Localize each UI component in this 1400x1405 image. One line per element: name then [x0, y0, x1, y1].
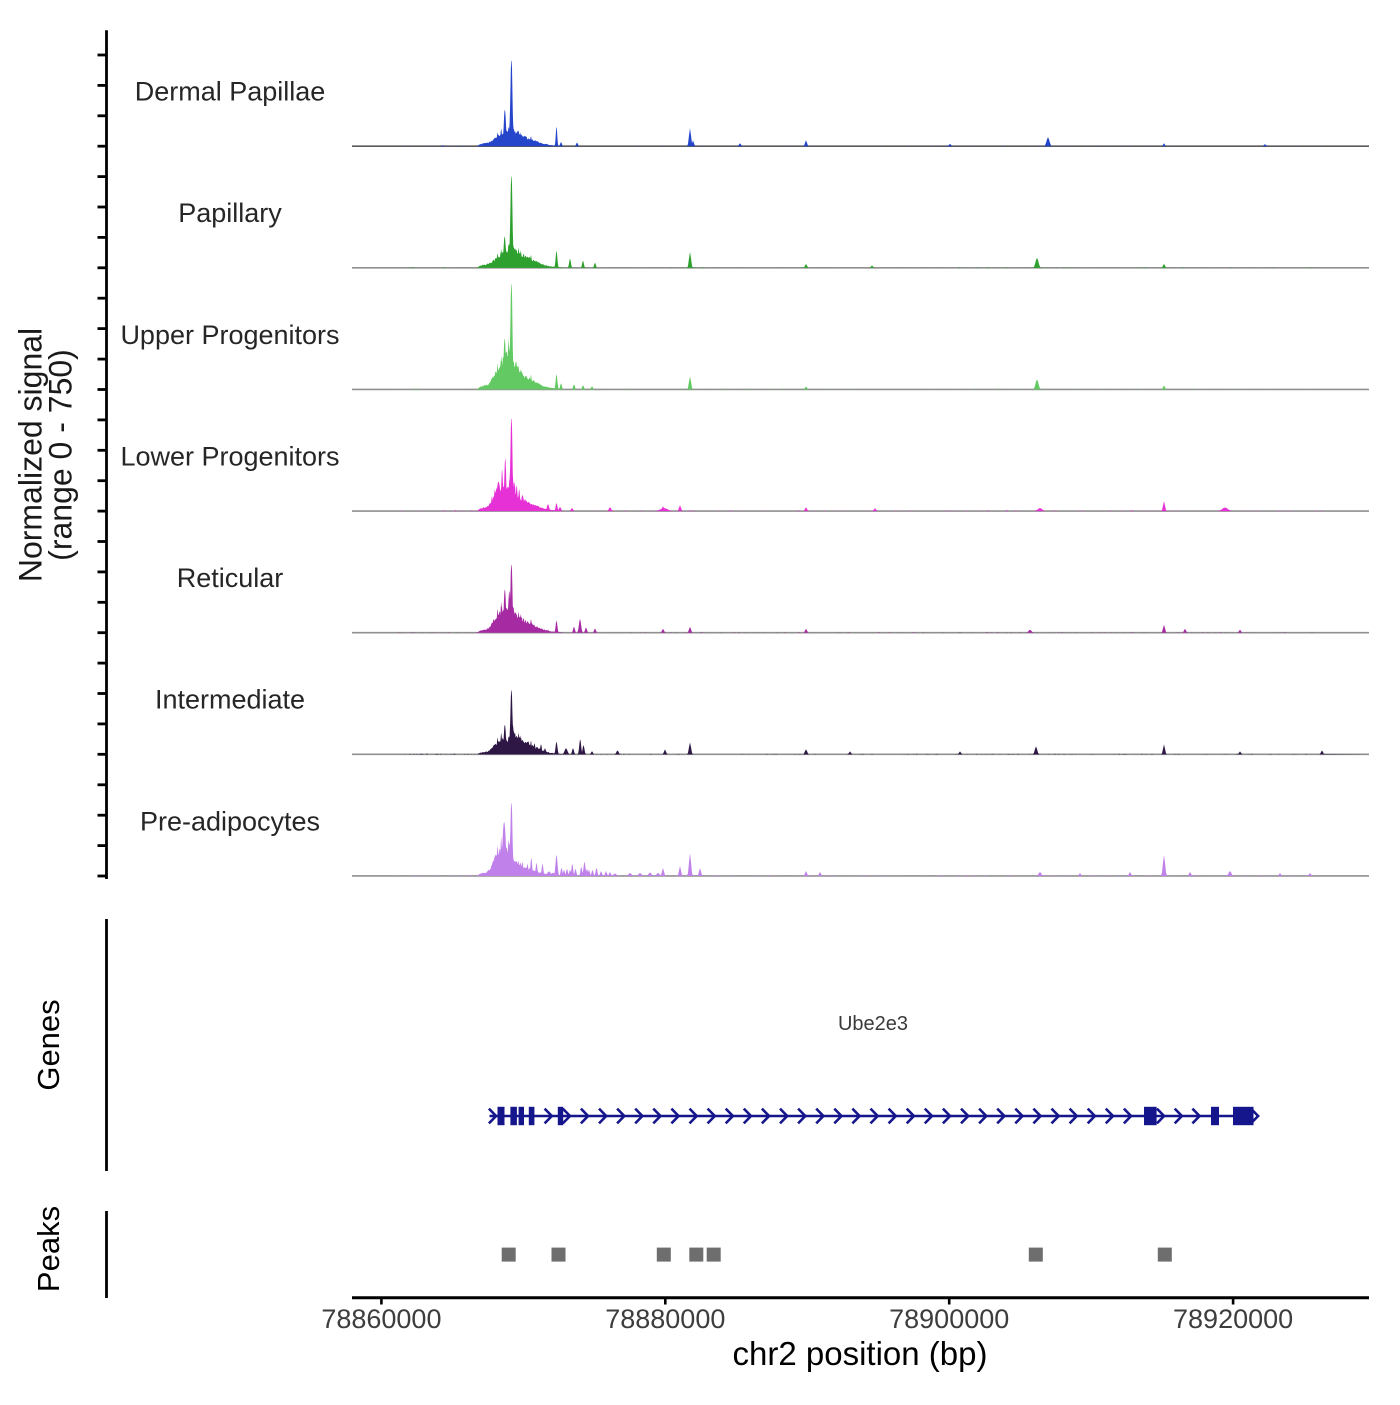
- svg-text:78900000: 78900000: [889, 1304, 1009, 1334]
- svg-text:chr2 position (bp): chr2 position (bp): [733, 1335, 988, 1372]
- svg-text:Reticular: Reticular: [177, 563, 284, 593]
- svg-text:Upper Progenitors: Upper Progenitors: [120, 320, 339, 350]
- svg-text:78880000: 78880000: [605, 1304, 725, 1334]
- svg-text:78920000: 78920000: [1173, 1304, 1293, 1334]
- svg-text:Pre-adipocytes: Pre-adipocytes: [140, 806, 320, 836]
- svg-text:78860000: 78860000: [321, 1304, 441, 1334]
- svg-text:Peaks: Peaks: [31, 1206, 66, 1292]
- svg-text:(range 0 - 750): (range 0 - 750): [43, 349, 79, 561]
- svg-text:Dermal Papillae: Dermal Papillae: [135, 77, 326, 107]
- svg-text:Papillary: Papillary: [178, 198, 282, 228]
- svg-text:Ube2e3: Ube2e3: [838, 1013, 908, 1035]
- svg-text:Normalized signal: Normalized signal: [13, 328, 49, 582]
- svg-text:Intermediate: Intermediate: [155, 685, 305, 715]
- svg-text:Lower Progenitors: Lower Progenitors: [120, 441, 339, 471]
- svg-text:Genes: Genes: [31, 999, 66, 1090]
